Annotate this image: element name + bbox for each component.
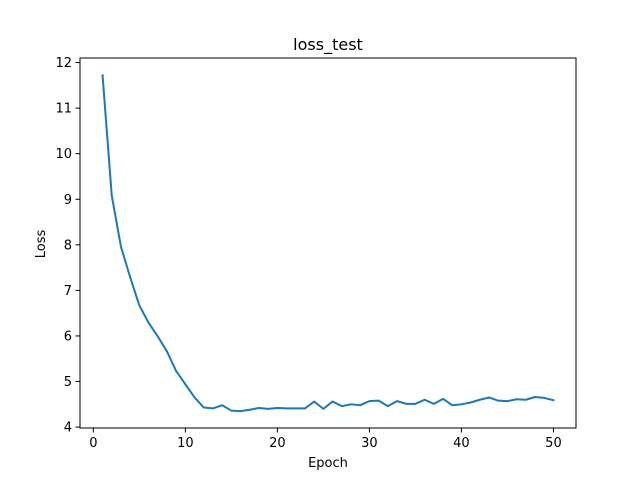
data-point — [479, 398, 481, 401]
data-point — [313, 400, 315, 403]
y-tick-label: 7 — [64, 284, 72, 299]
data-point — [258, 407, 260, 409]
data-point — [175, 370, 177, 372]
data-point — [248, 408, 251, 411]
x-tick-label: 30 — [361, 436, 378, 451]
data-point — [350, 403, 352, 406]
data-point — [129, 276, 131, 278]
series-line — [101, 74, 555, 413]
chart-title: loss_test — [293, 35, 363, 55]
data-point — [120, 245, 122, 248]
y-tick-label: 11 — [55, 102, 72, 117]
data-point — [451, 404, 454, 407]
y-tick-label: 6 — [64, 329, 72, 344]
data-point — [239, 410, 242, 412]
data-point — [368, 400, 371, 402]
data-point — [110, 194, 113, 197]
data-point — [460, 403, 463, 406]
data-point — [525, 398, 527, 401]
data-point — [359, 404, 362, 407]
data-point — [469, 401, 472, 404]
data-point — [147, 321, 150, 324]
data-point — [322, 408, 325, 410]
data-point — [488, 396, 490, 399]
data-point — [267, 408, 269, 410]
series-layer — [101, 74, 555, 413]
data-point — [184, 383, 187, 386]
data-point — [442, 398, 444, 400]
data-point — [387, 405, 389, 407]
x-tick-label: 10 — [177, 436, 194, 451]
data-point — [294, 407, 297, 410]
data-point — [221, 404, 223, 407]
y-axis-ticks: 4 5 6 7 8 9 10 11 12 — [55, 56, 80, 436]
y-tick-label: 4 — [64, 421, 72, 436]
data-point — [285, 407, 288, 410]
y-tick-label: 9 — [64, 193, 72, 208]
data-point — [506, 400, 509, 402]
x-tick-label: 0 — [89, 436, 97, 451]
data-point — [405, 403, 408, 405]
data-point — [377, 399, 380, 402]
y-tick-label: 8 — [64, 238, 72, 253]
data-point — [552, 399, 555, 402]
plot-area-frame — [79, 57, 577, 429]
data-point — [230, 409, 233, 412]
y-tick-label: 12 — [55, 56, 72, 71]
x-tick-label: 40 — [453, 436, 470, 451]
data-point — [331, 400, 334, 403]
y-axis-label: Loss — [34, 230, 49, 259]
data-point — [304, 407, 306, 410]
x-axis-label: Epoch — [308, 456, 348, 471]
data-point — [414, 403, 417, 405]
data-point — [166, 350, 168, 353]
data-point — [543, 397, 546, 399]
y-tick-label: 10 — [55, 147, 72, 162]
y-tick-label: 5 — [64, 375, 72, 390]
data-point — [497, 399, 500, 402]
x-axis-ticks: 0 10 20 30 40 50 — [89, 428, 562, 451]
data-point — [156, 335, 159, 338]
data-point — [276, 407, 279, 409]
data-point — [138, 304, 141, 307]
data-point — [396, 400, 398, 402]
x-tick-label: 20 — [269, 436, 286, 451]
data-point — [193, 396, 196, 399]
data-point — [433, 403, 435, 405]
data-point — [202, 406, 205, 409]
data-point — [212, 407, 214, 410]
data-point — [515, 398, 518, 401]
x-tick-label: 50 — [545, 436, 562, 451]
data-point — [423, 398, 426, 401]
data-point — [534, 396, 536, 398]
data-point — [101, 74, 104, 77]
data-point — [341, 405, 343, 407]
